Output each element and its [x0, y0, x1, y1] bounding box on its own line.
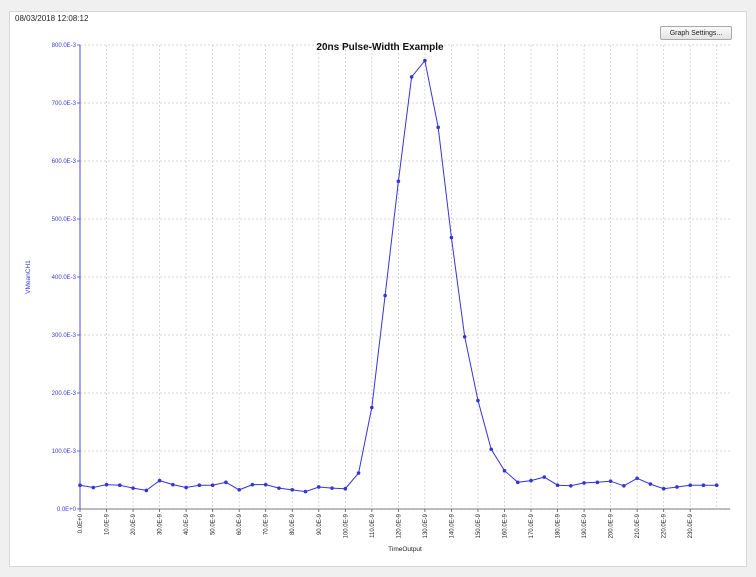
x-tick-label: 140.0E-9: [449, 513, 455, 538]
data-point: [343, 486, 348, 491]
data-point: [303, 489, 308, 494]
x-tick-label: 190.0E-9: [582, 513, 588, 538]
data-point: [675, 485, 679, 489]
data-point: [210, 483, 215, 488]
data-point: [396, 179, 401, 184]
data-point: [449, 235, 454, 240]
data-point: [290, 488, 295, 492]
data-point: [555, 483, 560, 488]
x-axis-label: TimeOutput: [388, 546, 422, 553]
data-point: [224, 480, 228, 485]
data-point: [648, 482, 653, 486]
chart-panel: [9, 11, 747, 567]
graph-settings-button[interactable]: Graph Settings...: [660, 26, 732, 40]
data-point: [502, 468, 507, 473]
data-point: [197, 483, 202, 488]
data-point: [462, 334, 467, 339]
data-point: [635, 476, 639, 481]
data-point: [701, 483, 706, 488]
data-point: [489, 447, 494, 452]
x-tick-label: 50.0E-9: [211, 513, 217, 535]
x-tick-label: 30.0E-9: [158, 513, 164, 535]
data-point: [91, 485, 96, 490]
x-tick-label: 220.0E-9: [662, 513, 668, 538]
axes: [77, 44, 730, 512]
x-tick-label: 60.0E-9: [237, 513, 243, 535]
y-tick-label: 600.0E-3: [52, 159, 77, 165]
x-tick-label: 80.0E-9: [290, 513, 296, 535]
data-point: [171, 482, 175, 487]
y-tick-label: 0.0E+0: [57, 507, 77, 513]
data-point: [595, 480, 600, 485]
x-tick-label: 10.0E-9: [105, 513, 111, 535]
data-point: [263, 482, 268, 487]
x-tick-label: 150.0E-9: [476, 513, 482, 538]
data-point: [476, 398, 480, 403]
y-tick-label: 500.0E-3: [52, 217, 77, 223]
data-point: [356, 471, 361, 475]
data-point: [184, 485, 188, 490]
data-point: [423, 58, 427, 63]
data-point: [582, 481, 586, 485]
data-point: [529, 478, 533, 483]
data-point: [661, 486, 666, 491]
x-tick-label: 120.0E-9: [396, 513, 402, 538]
x-tick-label: 130.0E-9: [423, 513, 429, 538]
data-point: [330, 486, 334, 490]
data-point: [714, 483, 719, 488]
y-axis-label: VMeanCH1: [25, 260, 32, 294]
y-tick-labels: 0.0E+0 100.0E-3 200.0E-3 300.0E-3 400.0E-3 50…: [52, 43, 77, 513]
data-point: [409, 75, 414, 79]
data-point: [436, 125, 440, 130]
data-point: [157, 478, 162, 483]
timestamp-label: 08/03/2018 12:08:12: [15, 14, 89, 23]
gridlines: [79, 44, 730, 510]
x-tick-label: 0.0E+0: [78, 513, 84, 533]
x-tick-label: 230.0E-9: [688, 513, 694, 538]
y-tick-label: 300.0E-3: [52, 333, 77, 339]
data-point: [622, 484, 626, 488]
x-tick-label: 200.0E-9: [609, 513, 615, 538]
x-tick-label: 210.0E-9: [635, 513, 641, 538]
chart-title: 20ns Pulse-Width Example: [316, 42, 444, 53]
data-point: [688, 483, 693, 488]
x-tick-label: 170.0E-9: [529, 513, 535, 538]
data-point: [542, 475, 547, 479]
x-tick-label: 180.0E-9: [556, 513, 562, 538]
y-tick-label: 200.0E-3: [52, 391, 77, 397]
x-tick-labels: 0.0E+0 10.0E-9 20.0E-9 30.0E-9 40.0E-9 50.0E-…: [78, 513, 694, 538]
data-point: [316, 485, 321, 489]
data-point: [608, 479, 613, 483]
x-tick-label: 70.0E-9: [264, 513, 270, 535]
x-tick-label: 90.0E-9: [317, 513, 323, 535]
y-tick-label: 400.0E-3: [52, 275, 77, 281]
series-group: [78, 58, 719, 494]
data-point: [370, 405, 374, 410]
data-point: [78, 483, 82, 488]
data-point: [117, 483, 122, 488]
x-tick-label: 110.0E-9: [370, 513, 376, 538]
data-point: [131, 486, 135, 490]
x-tick-label: 100.0E-9: [343, 513, 349, 538]
data-point: [515, 480, 520, 485]
data-point: [237, 488, 241, 492]
y-tick-label: 800.0E-3: [52, 43, 77, 49]
y-tick-label: 700.0E-3: [52, 101, 77, 107]
data-point: [383, 293, 387, 298]
x-tick-label: 20.0E-9: [131, 513, 137, 535]
data-point: [569, 484, 573, 488]
data-point: [144, 488, 149, 493]
data-point: [104, 482, 109, 487]
data-point: [277, 486, 281, 490]
data-point: [250, 482, 255, 487]
x-tick-label: 40.0E-9: [184, 513, 190, 535]
y-tick-label: 100.0E-3: [52, 449, 77, 455]
x-tick-label: 160.0E-9: [502, 513, 508, 538]
